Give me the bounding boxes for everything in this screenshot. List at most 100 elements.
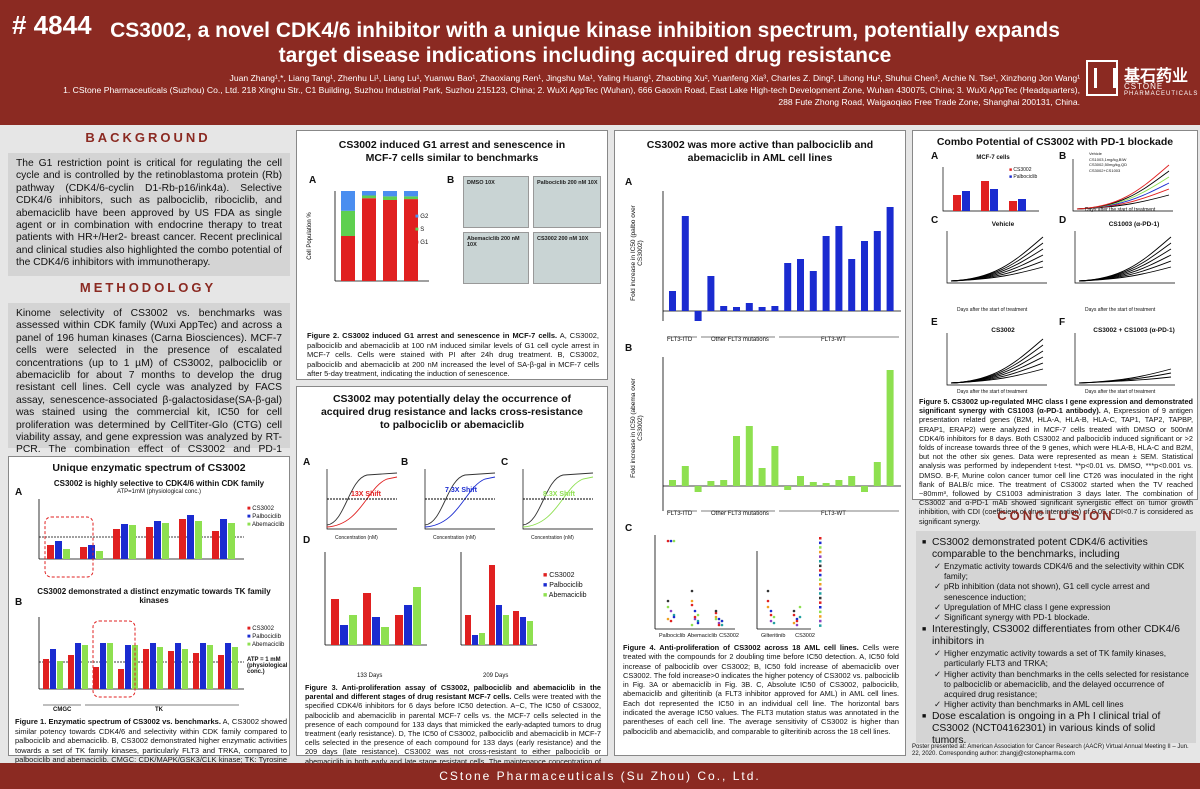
authors-line: Juan Zhang¹,*, Liang Tang¹, Zhenhu Li¹, … [229,73,1080,83]
ic50-point [766,605,770,609]
legend-swatch [819,560,822,563]
chart-bar [55,541,62,559]
ic50-point [792,609,796,613]
legend-cs3002-b: CS3002 [252,626,274,632]
fig2-legend: ■ G2 ■ S ■ G1 [415,214,429,246]
fold-bar [848,259,856,311]
fig5-e-xlabel: Days after the start of treatment [957,389,1028,395]
axis [1072,159,1173,212]
chart-bar [129,525,136,559]
micrograph-cs3002: CS3002 200 nM 10X [533,232,601,284]
poster-title: CS3002, a novel CDK4/6 inhibitor with a … [110,19,1060,67]
ic50-point [669,609,673,613]
fig4-c-xlabels-1: Palbociclib Abemaciclib CS3002 [659,633,739,639]
tumor-growth-line [950,350,1044,384]
legend-d-cs3002: CS3002 [549,572,575,579]
cstone-logo: 基石药业 CSTONE PHARMACEUTICALS [1086,58,1197,108]
chart-bar [363,593,371,645]
chart-bar [953,195,961,211]
fig3-label-d: D [303,535,311,546]
fold-bar [886,207,894,311]
ic50-point [772,621,776,625]
chart-bar [157,647,163,689]
fig1-label-b: B [15,597,23,608]
chart-bar [413,587,421,645]
fold-bar [822,236,830,311]
fold-bar [733,436,740,486]
fig3-ic50-chart [324,552,537,646]
chart-bar [179,519,186,559]
chart-bar [981,181,989,211]
chart-bar [218,655,224,689]
conclusion-point-3: Dose escalation is ongoing in a Ph I cli… [922,711,1190,747]
chart-bar [125,645,131,689]
fold-bar [694,311,702,321]
legend-swatch [819,601,822,604]
figure-2-caption: Figure 2. CS3002 induced G1 arrest and s… [307,331,599,379]
fig4-b-group-wt: FLT3-WT [821,511,846,517]
fold-bar [745,426,753,486]
fig5-label-c: C [931,215,939,226]
ic50-point [672,539,676,543]
fig3-shift-b: 7.3X Shift [445,487,477,494]
fig2-label-a: A [309,175,317,186]
chart-bar [200,643,206,689]
fig1-label-a: A [15,487,23,498]
legend-swatch [819,564,822,568]
micro-label-palbociclib: Palbociclib 200 nM 10X [537,180,598,186]
legend-b-vehicle: Vehicle [1089,151,1102,156]
ic50-point [672,615,676,619]
resistant-curve [326,476,398,528]
ic50-point [696,613,700,617]
stack-s [341,210,355,236]
fig4-label-b: B [625,343,633,354]
chart-bar [220,519,227,559]
micro-label-dmso: DMSO 10X [467,180,495,186]
chart-bar [228,523,235,559]
fig5-label-d: D [1059,215,1067,226]
fold-bar [694,486,702,492]
fig4-chart-b [662,357,901,512]
ic50-point [690,589,694,593]
ic50-point [792,613,796,617]
fig3-label-b: B [401,457,409,468]
fold-bar [669,291,676,311]
figure-3-title: CS3002 may potentially delay the occurre… [320,393,584,431]
chart-bar [479,633,485,645]
ic50-point [766,589,770,593]
chart-bar [162,523,169,559]
fig5-a-title: MCF-7 cells [976,155,1010,161]
chart-bar [100,643,106,689]
legend-swatch [819,610,822,614]
axis [326,469,397,530]
chart-bar [503,615,509,645]
logo-english-1: CSTONE [1124,82,1164,91]
axis [1074,333,1175,386]
fold-bar [784,263,792,311]
fig3-d-group-133: 133 Days [357,673,383,679]
chart-bar [107,643,113,689]
fig1-legend-a: ■ CS3002 ■ Palbociclib ■ Abemaciclib [247,506,285,528]
fig3-xlabel-a: Concentration (nM) [335,535,378,541]
fold-bar [886,370,894,486]
fold-bar [822,483,830,486]
figure-3-panel: CS3002 may potentially delay the occurre… [296,386,608,784]
chart-bar [513,611,519,645]
ic50-point [666,539,670,543]
ic50-point [795,619,799,623]
legend-cs3002: CS3002 [252,506,274,512]
ic50-point [714,611,718,615]
fig5-label-a: A [931,151,939,162]
chart-bar [96,551,103,559]
fig3-label-a: A [303,457,311,468]
legend-swatch [819,573,822,577]
fold-bar [758,307,766,311]
background-text: The G1 restriction point is critical for… [8,153,290,276]
ic50-point [693,617,697,621]
chart-bar [395,615,403,645]
fig3-dose-response [326,469,594,530]
micrograph-dmso: DMSO 10X [463,176,529,228]
chart-bar [132,645,138,689]
fig3-xlabel-c: Concentration (nM) [531,535,574,541]
author-list: Juan Zhang¹,*, Liang Tang¹, Zhenhu Li¹, … [10,72,1080,108]
